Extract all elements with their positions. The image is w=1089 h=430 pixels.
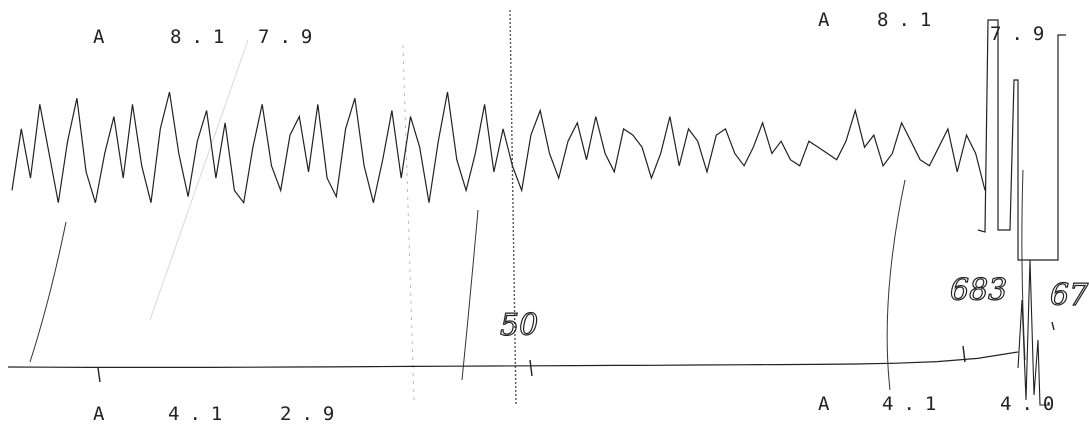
- hand-curve-4: [1021, 169, 1026, 361]
- hand-curve-2: [461, 209, 479, 381]
- bottom-right-value1: 4.1: [882, 393, 946, 415]
- top-right-value2: 7.9: [990, 23, 1054, 45]
- bottom-left-channel: A: [93, 403, 114, 425]
- handwritten-mark-67: 67: [1050, 278, 1089, 313]
- faint-scan-streak: [149, 39, 249, 321]
- bottom-left-value2: 2.9: [280, 403, 344, 425]
- event-tick-1: [97, 367, 101, 383]
- handwritten-mark-683: 683: [950, 273, 1007, 308]
- square-wave-artifact: [977, 19, 1066, 261]
- faint-guide-line: [402, 44, 415, 401]
- event-tick-3: [962, 345, 966, 363]
- top-right-value1: 8.1: [877, 9, 941, 31]
- upper-trace-line: [11, 91, 986, 205]
- event-tick-2: [529, 359, 533, 377]
- center-dotted-guide: [509, 9, 517, 406]
- handwritten-mark-50: 50: [500, 308, 538, 343]
- lower-trace-line: [7, 351, 1019, 368]
- lower-trace-spike: [1017, 259, 1050, 406]
- bottom-right-value2: 4.0: [1000, 393, 1064, 415]
- event-tick-4: [1051, 321, 1055, 331]
- top-left-value1: 8.1: [170, 26, 234, 48]
- top-right-channel: A: [818, 9, 839, 31]
- top-left-channel: A: [93, 26, 114, 48]
- top-left-value2: 7.9: [258, 26, 322, 48]
- hand-curve-1: [29, 221, 67, 363]
- bottom-right-channel: A: [818, 393, 839, 415]
- bottom-left-value1: 4.1: [168, 403, 232, 425]
- hand-curve-3: [886, 179, 906, 391]
